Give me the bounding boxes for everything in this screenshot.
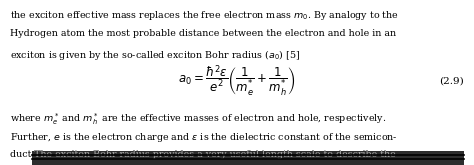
Text: Hydrogen atom the most probable distance between the electron and hole in an: Hydrogen atom the most probable distance…	[10, 29, 397, 38]
Text: exciton is given by the so-called exciton Bohr radius ($a_0$) [5]: exciton is given by the so-called excito…	[10, 48, 301, 62]
Text: ductor.: ductor.	[10, 150, 47, 160]
Text: $a_0 = \dfrac{\hbar^2\varepsilon}{e^2}\left(\dfrac{1}{m_e^{*}}+\dfrac{1}{m_h^{*}: $a_0 = \dfrac{\hbar^2\varepsilon}{e^2}\l…	[178, 64, 296, 99]
Text: Further, $e$ is the electron charge and $\varepsilon$ is the dielectric constant: Further, $e$ is the electron charge and …	[10, 131, 398, 144]
Text: (2.9): (2.9)	[439, 77, 464, 85]
Bar	[32, 151, 464, 165]
Text: the exciton effective mass replaces the free electron mass $m_0$. By analogy to : the exciton effective mass replaces the …	[10, 9, 399, 22]
Text: The exciton Bohr radius provides a very useful length scale to describe the: The exciton Bohr radius provides a very …	[34, 150, 396, 160]
Text: The exciton Bohr radius provides a very useful length scale to describe the: The exciton Bohr radius provides a very …	[34, 150, 396, 160]
Text: where $m_e^*$ and $m_h^*$ are the effective masses of electron and hole, respect: where $m_e^*$ and $m_h^*$ are the effect…	[10, 112, 387, 127]
